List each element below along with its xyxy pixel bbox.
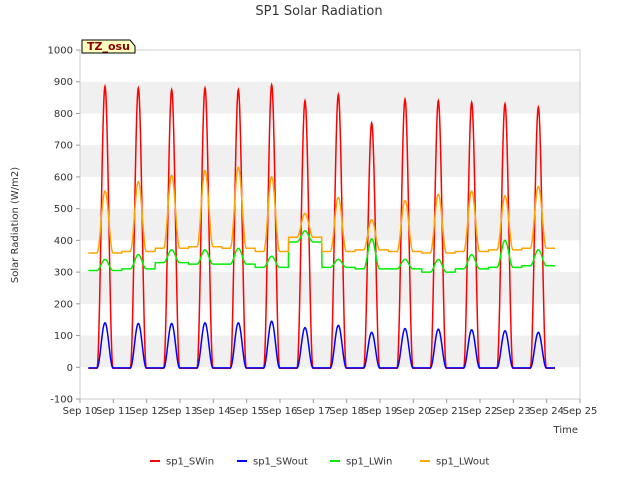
y-tick-label: 500 [54, 204, 73, 215]
chart-title: SP1 Solar Radiation [255, 4, 382, 19]
y-tick-label: 100 [54, 331, 73, 342]
x-tick-label: Sep 14 [196, 406, 231, 417]
x-tick-label: Sep 18 [329, 406, 364, 417]
plot-area [79, 49, 581, 400]
legend-label: sp1_LWout [436, 457, 489, 468]
legend-item-sp1_SWout: sp1_SWout [237, 457, 308, 468]
x-tick-label: Sep 10 [63, 406, 98, 417]
x-tick-label: Sep 12 [129, 406, 164, 417]
grid-bands [80, 81, 580, 368]
x-tick-label: Sep 16 [263, 406, 298, 417]
legend-label: sp1_SWout [253, 457, 308, 468]
x-tick-label: Sep 23 [496, 406, 531, 417]
x-tick-label: Sep 17 [296, 406, 331, 417]
legend-label: sp1_LWin [346, 457, 392, 468]
y-tick-label: 200 [54, 299, 73, 310]
tz-annotation-label: TZ_osu [87, 40, 130, 53]
y-tick-label: 700 [54, 141, 73, 152]
legend-item-sp1_LWout: sp1_LWout [420, 457, 489, 468]
tz-badge-box [81, 39, 136, 54]
y-axis: -100 0 100 200 300 400 500 600 700 800 900 1000 [48, 46, 80, 406]
tz-annotation-badge: TZ_osu [81, 39, 136, 54]
y-tick-label: 600 [54, 172, 73, 183]
grid-band [80, 81, 580, 114]
grid-band [80, 272, 580, 304]
x-tick-label: Sep 25 [563, 406, 598, 417]
legend-item-sp1_SWin: sp1_SWin [150, 457, 214, 468]
y-tick-label: 900 [54, 77, 73, 88]
y-tick-label: 800 [54, 109, 73, 120]
x-tick-label: Sep 24 [529, 406, 564, 417]
x-axis-title: Time [553, 425, 578, 436]
x-tick-label: Sep 13 [163, 406, 198, 417]
grid-band [80, 208, 580, 241]
x-tick-label: Sep 19 [363, 406, 398, 417]
grid-band [80, 145, 580, 177]
series-line-sp1_SWout [88, 320, 555, 369]
grid-band [80, 335, 580, 368]
x-tick-label: Sep 15 [229, 406, 264, 417]
series-line-sp1_LWout [88, 166, 555, 254]
x-tick-label: Sep 20 [396, 406, 431, 417]
legend-item-sp1_LWin: sp1_LWin [330, 457, 392, 468]
y-tick-label: 400 [54, 236, 73, 247]
y-tick-label: 0 [67, 363, 73, 374]
y-axis-title: Solar Radiation (W/m2) [10, 167, 21, 283]
x-tick-label: Sep 22 [463, 406, 498, 417]
y-tick-label: 1000 [48, 46, 73, 57]
legend-label: sp1_SWin [166, 457, 214, 468]
series-layer [88, 82, 555, 369]
x-tick-label: Sep 11 [96, 406, 131, 417]
x-tick-label: Sep 21 [429, 406, 464, 417]
legend: sp1_SWin sp1_SWout sp1_LWin sp1_LWout [150, 457, 489, 468]
y-tick-label: 300 [54, 268, 73, 279]
y-tick-label: -100 [50, 395, 73, 406]
